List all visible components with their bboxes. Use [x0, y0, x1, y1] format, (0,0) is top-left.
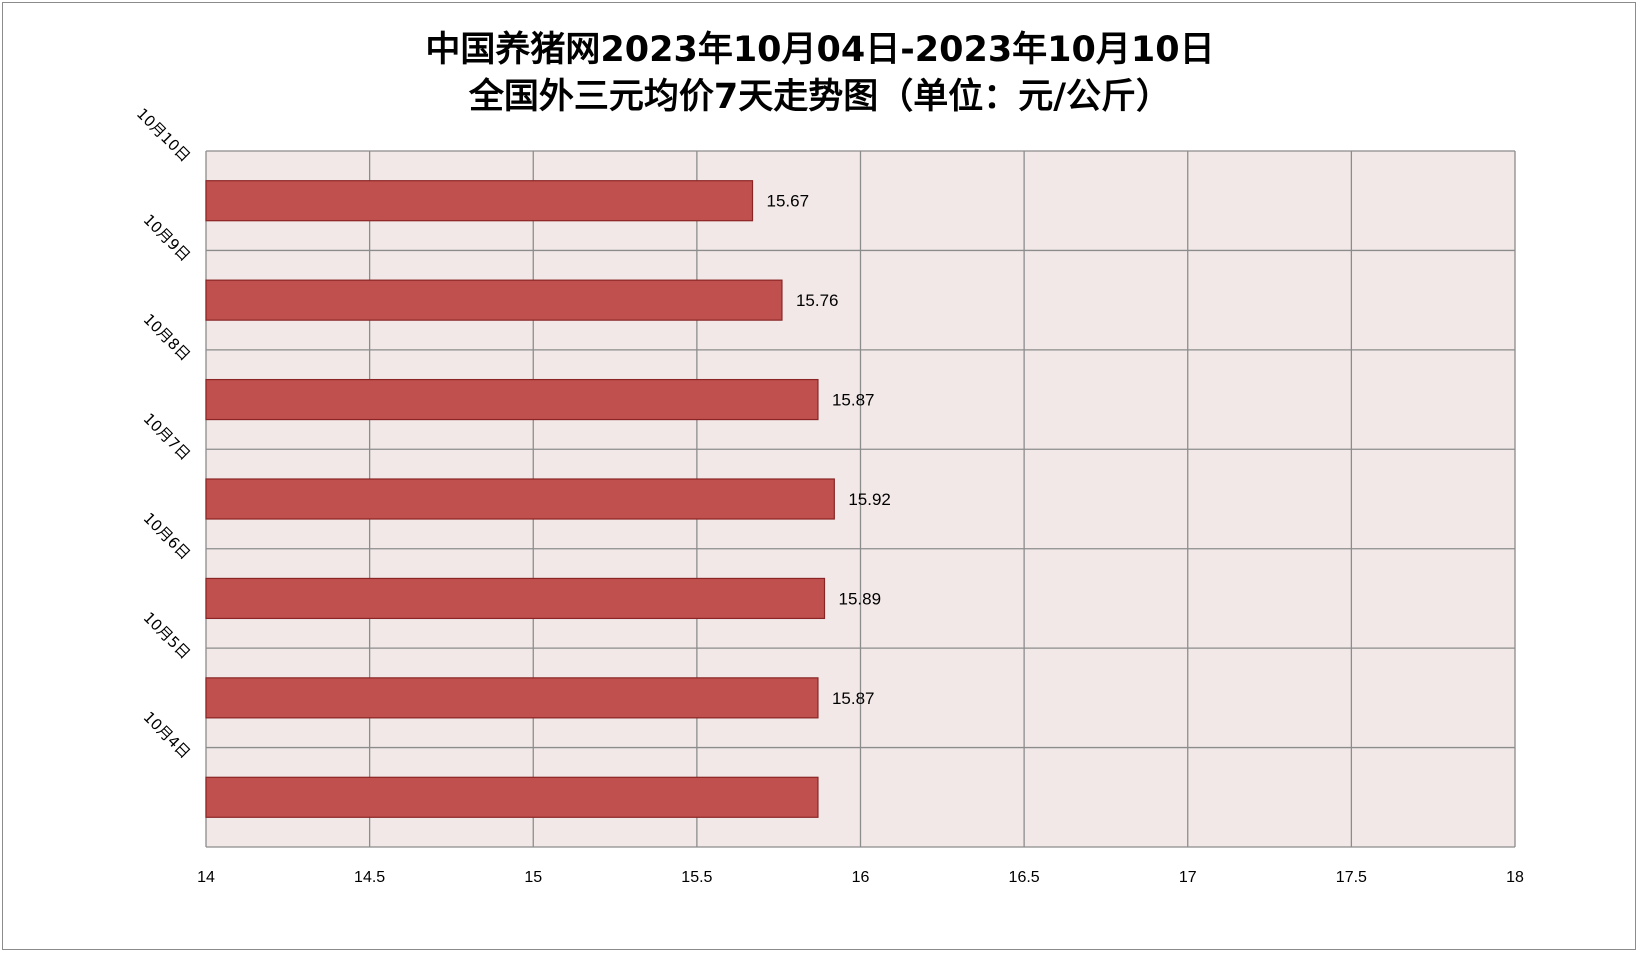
x-tick-label: 16.5	[1009, 869, 1040, 886]
data-label: 15.87	[832, 391, 875, 410]
y-category-label: 10月5日	[140, 608, 194, 662]
bar	[205, 577, 826, 620]
x-tick-label: 17	[1179, 869, 1197, 886]
data-label: 15.67	[767, 192, 810, 211]
x-tick-label: 18	[1506, 869, 1524, 886]
bar	[205, 677, 819, 719]
x-tick-label: 15	[524, 869, 542, 886]
chart-title-line-1: 中国养猪网2023年10月04日-2023年10月10日	[425, 30, 1215, 70]
data-label: 15.87	[832, 689, 875, 708]
x-tick-label: 17.5	[1336, 869, 1367, 886]
chart-title-line-2: 全国外三元均价7天走势图（单位：元/公斤）	[468, 77, 1172, 117]
bar	[205, 478, 835, 520]
data-label: 15.76	[796, 291, 839, 310]
y-category-label: 10月10日	[133, 105, 194, 166]
bar	[205, 279, 783, 321]
y-category-label: 10月8日	[140, 310, 194, 364]
x-tick-label: 14.5	[354, 869, 385, 886]
y-category-label: 10月6日	[140, 509, 194, 563]
bar	[205, 180, 754, 222]
data-label: 15.92	[848, 490, 891, 509]
y-category-label: 10月7日	[140, 410, 194, 464]
bar	[205, 378, 819, 421]
y-category-label: 10月4日	[140, 708, 194, 762]
data-label: 15.89	[839, 589, 882, 608]
y-category-label: 10月9日	[140, 211, 194, 265]
x-tick-label: 14	[197, 869, 215, 886]
x-tick-label: 15.5	[681, 869, 712, 886]
x-tick-label: 16	[852, 869, 870, 886]
bar	[205, 776, 819, 818]
